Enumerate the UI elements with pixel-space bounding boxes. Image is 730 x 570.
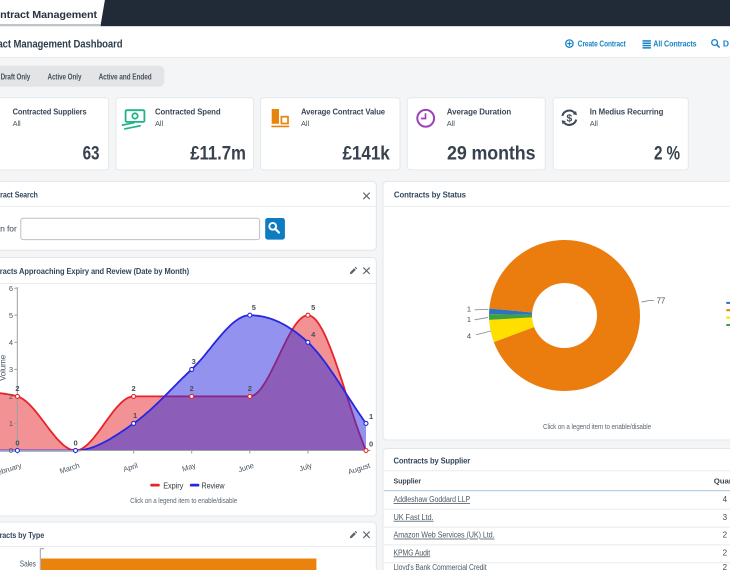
- svg-text:Average Contract Value: Average Contract Value: [301, 107, 386, 116]
- svg-text:0: 0: [369, 439, 373, 448]
- svg-text:In Medius Recurring: In Medius Recurring: [590, 107, 664, 116]
- svg-text:UK Fast Ltd.: UK Fast Ltd.: [394, 513, 434, 522]
- svg-text:Average Duration: Average Duration: [447, 107, 512, 116]
- svg-text:4: 4: [311, 330, 316, 339]
- svg-text:Sales: Sales: [20, 559, 36, 569]
- svg-text:April: April: [122, 461, 139, 474]
- svg-text:Contracts by Supplier: Contracts by Supplier: [394, 456, 471, 465]
- svg-text:Contract Search: Contract Search: [0, 191, 38, 200]
- svg-text:2: 2: [248, 384, 252, 393]
- svg-text:2: 2: [190, 384, 194, 393]
- svg-text:All Contracts: All Contracts: [653, 38, 697, 48]
- svg-text:KPMG Audit: KPMG Audit: [394, 548, 431, 557]
- svg-text:0: 0: [73, 438, 77, 447]
- svg-text:Draft Only: Draft Only: [1, 72, 31, 81]
- svg-text:29 months: 29 months: [447, 144, 535, 165]
- svg-text:Contracted Suppliers: Contracted Suppliers: [13, 107, 88, 116]
- svg-text:May: May: [181, 461, 197, 474]
- svg-text:Contract Management: Contract Management: [0, 9, 98, 21]
- svg-text:All: All: [13, 119, 21, 128]
- svg-text:July: July: [298, 461, 313, 474]
- svg-text:$: $: [566, 112, 572, 124]
- svg-text:Amazon Web Services (UK) Ltd.: Amazon Web Services (UK) Ltd.: [394, 531, 495, 540]
- svg-text:Review: Review: [202, 481, 226, 491]
- svg-text:2: 2: [723, 531, 728, 540]
- svg-text:Quantity: Quantity: [714, 476, 730, 485]
- svg-text:All: All: [447, 119, 455, 128]
- svg-text:1: 1: [467, 305, 471, 314]
- svg-text:All: All: [301, 119, 309, 128]
- svg-text:Supplier: Supplier: [394, 476, 422, 485]
- svg-text:2: 2: [723, 548, 728, 557]
- svg-text:5: 5: [252, 303, 256, 312]
- svg-text:Contracts by Status: Contracts by Status: [394, 191, 467, 200]
- svg-text:3: 3: [723, 513, 728, 522]
- svg-text:3: 3: [192, 357, 196, 366]
- svg-text:Scan for: Scan for: [0, 223, 17, 233]
- svg-text:All: All: [590, 119, 598, 128]
- svg-text:£141k: £141k: [343, 144, 391, 165]
- svg-text:0: 0: [15, 438, 19, 447]
- svg-text:Create Contract: Create Contract: [578, 38, 626, 48]
- svg-text:Click on a legend item to enab: Click on a legend item to enable/disable: [130, 498, 237, 505]
- svg-text:63: 63: [83, 144, 100, 165]
- svg-text:2: 2: [723, 563, 728, 570]
- svg-text:0: 0: [9, 446, 13, 455]
- svg-text:£11.7m: £11.7m: [190, 144, 246, 165]
- svg-text:4: 4: [723, 495, 728, 504]
- svg-text:4: 4: [467, 331, 471, 340]
- svg-text:All: All: [155, 119, 163, 128]
- svg-text:1: 1: [369, 412, 373, 421]
- svg-text:77: 77: [657, 297, 665, 306]
- svg-text:1: 1: [133, 411, 137, 420]
- svg-text:5: 5: [9, 311, 13, 320]
- svg-text:Addleshaw Goddard LLP: Addleshaw Goddard LLP: [394, 495, 471, 504]
- svg-text:1: 1: [467, 315, 471, 324]
- svg-text:6: 6: [9, 284, 13, 293]
- svg-text:2: 2: [15, 384, 19, 393]
- svg-text:Contracts Approaching Expiry a: Contracts Approaching Expiry and Review …: [0, 267, 189, 276]
- svg-text:Lloyd's Bank Commercial Credit: Lloyd's Bank Commercial Credit: [394, 563, 488, 570]
- svg-text:3: 3: [9, 365, 13, 374]
- svg-text:Contracts by Type: Contracts by Type: [0, 531, 45, 540]
- svg-text:2 %: 2 %: [654, 144, 680, 165]
- svg-text:Expiry: Expiry: [163, 481, 184, 491]
- svg-text:2: 2: [9, 392, 13, 401]
- svg-text:Volume: Volume: [0, 354, 8, 381]
- svg-text:Active and Ended: Active and Ended: [99, 72, 152, 81]
- svg-text:1: 1: [9, 419, 13, 428]
- svg-text:Click on a legend item to enab: Click on a legend item to enable/disable: [543, 424, 651, 431]
- svg-text:Contracted Spend: Contracted Spend: [155, 107, 221, 116]
- svg-text:Contract Management Dashboard: Contract Management Dashboard: [0, 39, 123, 51]
- svg-text:4: 4: [9, 338, 13, 347]
- svg-text:2: 2: [132, 384, 136, 393]
- svg-text:5: 5: [311, 303, 315, 312]
- svg-text:D: D: [723, 38, 729, 48]
- svg-text:Active Only: Active Only: [48, 72, 82, 81]
